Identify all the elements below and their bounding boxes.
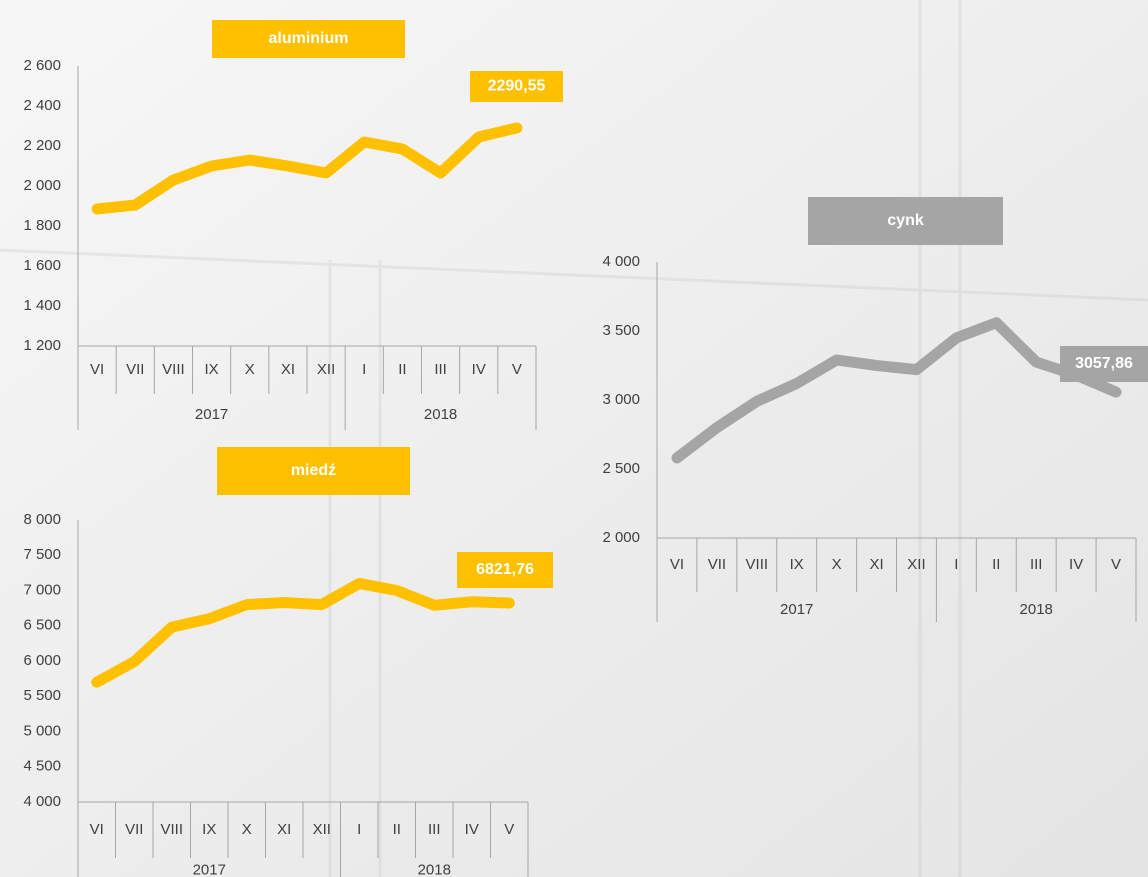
- data-label: 6821,76: [476, 561, 534, 578]
- x-tick-label: XI: [281, 361, 295, 378]
- y-tick-label: 2 000: [602, 529, 640, 546]
- chart-title: aluminium: [268, 30, 348, 47]
- data-label-box: [457, 552, 553, 588]
- y-tick-label: 1 600: [23, 257, 61, 274]
- y-tick-label: 3 500: [602, 322, 640, 339]
- y-tick-label: 2 400: [23, 97, 61, 114]
- title-box: [808, 197, 1003, 245]
- x-tick-label: I: [357, 821, 361, 838]
- y-tick-label: 5 000: [23, 722, 61, 739]
- x-tick-label: IV: [1069, 556, 1083, 573]
- title-box: [212, 20, 405, 58]
- x-tick-label: VII: [125, 821, 143, 838]
- y-tick-label: 2 500: [602, 460, 640, 477]
- y-tick-label: 1 800: [23, 217, 61, 234]
- y-tick-label: 1 400: [23, 297, 61, 314]
- x-tick-label: IX: [202, 821, 216, 838]
- x-tick-label: III: [428, 821, 441, 838]
- x-tick-label: II: [992, 556, 1000, 573]
- x-tick-label: VI: [670, 556, 684, 573]
- x-tick-label: III: [434, 361, 447, 378]
- y-tick-label: 4 500: [23, 758, 61, 775]
- x-tick-label: VIII: [162, 361, 185, 378]
- y-tick-label: 2 200: [23, 137, 61, 154]
- x-tick-label: X: [832, 556, 842, 573]
- x-tick-label: V: [512, 361, 522, 378]
- line: [91, 122, 523, 215]
- x-tick-label: XII: [313, 821, 331, 838]
- x-tick-label: I: [954, 556, 958, 573]
- x-tick-label: XII: [907, 556, 925, 573]
- x-tick-label: VIII: [746, 556, 769, 573]
- chart-title: cynk: [887, 212, 924, 229]
- x-tick-label: III: [1030, 556, 1043, 573]
- year-label: 2018: [424, 406, 457, 423]
- y-tick-label: 7 500: [23, 546, 61, 563]
- data-label-box: [1060, 346, 1148, 382]
- x-tick-label: VII: [126, 361, 144, 378]
- line: [91, 577, 515, 688]
- y-tick-label: 5 500: [23, 687, 61, 704]
- year-label: 2018: [418, 861, 451, 877]
- x-tick-label: X: [245, 361, 255, 378]
- x-tick-label: II: [393, 821, 401, 838]
- x-tick-label: IV: [465, 821, 479, 838]
- y-tick-label: 6 000: [23, 652, 61, 669]
- x-tick-label: II: [398, 361, 406, 378]
- x-tick-label: IX: [204, 361, 218, 378]
- y-tick-label: 2 600: [23, 57, 61, 74]
- x-tick-label: XI: [277, 821, 291, 838]
- x-tick-label: X: [242, 821, 252, 838]
- y-tick-label: 2 000: [23, 177, 61, 194]
- year-label: 2018: [1020, 601, 1053, 618]
- data-label: 2290,55: [488, 78, 546, 95]
- x-tick-label: XI: [869, 556, 883, 573]
- y-tick-label: 8 000: [23, 511, 61, 528]
- year-label: 2017: [193, 861, 226, 877]
- x-tick-label: I: [362, 361, 366, 378]
- x-tick-label: V: [1111, 556, 1121, 573]
- y-tick-label: 6 500: [23, 617, 61, 634]
- y-tick-label: 1 200: [23, 337, 61, 354]
- x-tick-label: IV: [472, 361, 486, 378]
- year-label: 2017: [780, 601, 813, 618]
- y-tick-label: 4 000: [602, 253, 640, 270]
- title-box: [217, 447, 410, 495]
- chart-title: miedź: [291, 462, 336, 479]
- data-label-box: [470, 71, 563, 102]
- x-tick-label: VII: [708, 556, 726, 573]
- year-label: 2017: [195, 406, 228, 423]
- x-tick-label: IX: [790, 556, 804, 573]
- data-label: 3057,86: [1075, 355, 1133, 372]
- y-tick-label: 7 000: [23, 581, 61, 598]
- y-tick-label: 3 000: [602, 391, 640, 408]
- x-tick-label: VIII: [160, 821, 183, 838]
- x-tick-label: VI: [90, 361, 104, 378]
- x-tick-label: V: [504, 821, 514, 838]
- x-tick-label: XII: [317, 361, 335, 378]
- x-tick-label: VI: [90, 821, 104, 838]
- line: [671, 317, 1122, 464]
- y-tick-label: 4 000: [23, 793, 61, 810]
